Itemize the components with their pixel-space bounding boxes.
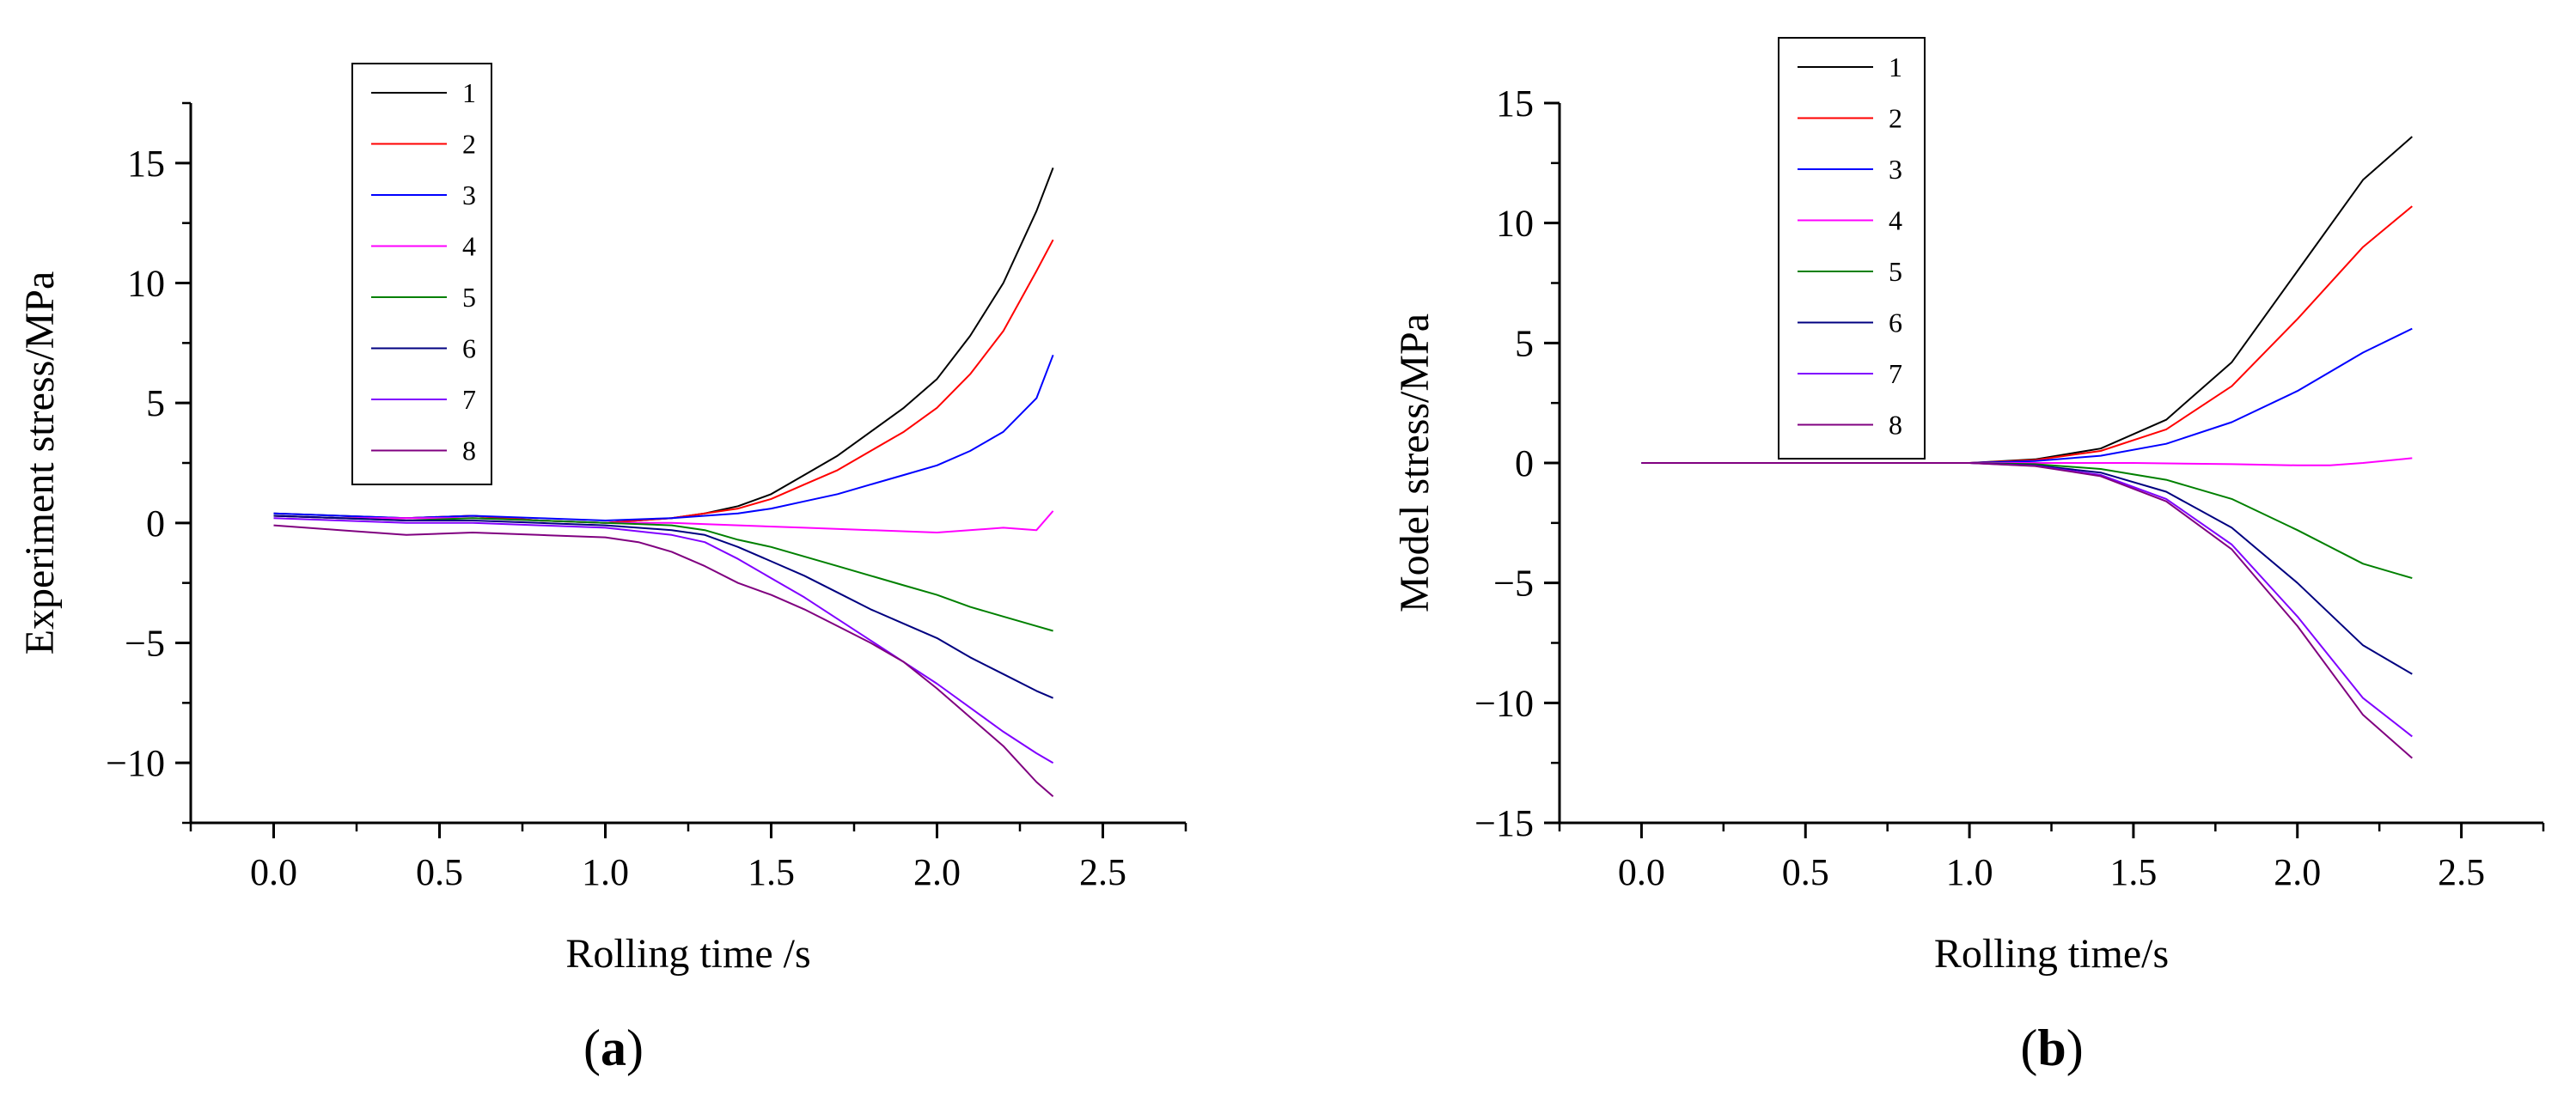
series-line-5 (273, 514, 1053, 632)
x-axis-label: Rolling time/s (1934, 931, 2169, 977)
x-tick-label: 2.0 (913, 851, 961, 893)
series-line-6 (273, 514, 1053, 699)
x-tick-label: 1.5 (2109, 851, 2157, 893)
series-line-7 (273, 517, 1054, 764)
series-line-8 (1641, 462, 2413, 759)
y-axis-label: Experiment stress/MPa (17, 271, 63, 655)
x-tick-label: 1.5 (748, 851, 795, 893)
x-tick-label: 2.5 (2438, 851, 2485, 893)
x-tick-label: 1.0 (1946, 851, 1993, 893)
y-tick-label: −15 (1474, 802, 1534, 844)
x-tick-label: 1.0 (582, 851, 629, 893)
panel-b-chart: 0.0 0.5 1.0 1.5 2.0 2.5−15−10−5051015Rolling … (1392, 37, 2545, 1076)
y-tick-label: 0 (1515, 442, 1534, 484)
panel-label-letter: b (2037, 1020, 2066, 1076)
y-tick-label: 0 (146, 502, 165, 545)
legend-box (351, 63, 492, 485)
y-tick-label: −5 (125, 623, 165, 665)
legend-label-2: 2 (1889, 103, 1902, 134)
x-tick-label: 2.5 (1079, 851, 1126, 893)
series-line-4 (273, 510, 1054, 533)
legend-label-6: 6 (462, 333, 476, 364)
y-tick-label: −10 (106, 742, 165, 784)
legend-label-7: 7 (1889, 358, 1902, 389)
legend-label-6: 6 (1889, 307, 1902, 338)
x-tick-label: 0.5 (416, 851, 463, 893)
panel-label-close-paren: ) (2066, 1020, 2084, 1076)
x-axis-label: Rolling time /s (565, 931, 810, 977)
legend-label-4: 4 (462, 231, 476, 262)
panel-label: (a) (583, 1020, 644, 1076)
legend-label-7: 7 (462, 384, 476, 415)
legend-label-3: 3 (462, 180, 476, 210)
series-line-3 (273, 354, 1054, 521)
legend-label-4: 4 (1889, 205, 1902, 236)
panel-label-open-paren: ( (583, 1020, 601, 1076)
y-tick-label: 15 (127, 143, 165, 185)
panel-label: (b) (2020, 1020, 2083, 1076)
y-tick-label: 5 (1515, 322, 1534, 364)
legend-label-8: 8 (462, 435, 476, 466)
y-tick-label: −5 (1493, 563, 1534, 605)
y-tick-label: 15 (1496, 82, 1534, 125)
panel-label-open-paren: ( (2020, 1020, 2037, 1076)
y-tick-label: 10 (127, 263, 165, 305)
x-tick-label: 0.5 (1782, 851, 1829, 893)
legend-label-8: 8 (1889, 410, 1902, 441)
x-tick-label: 2.0 (2274, 851, 2321, 893)
x-tick-label: 0.0 (250, 851, 297, 893)
legend-label-3: 3 (1889, 154, 1902, 185)
legend-label-5: 5 (1889, 256, 1902, 287)
series-line-8 (273, 524, 1054, 798)
legend-box (1778, 37, 1926, 460)
panel-label-close-paren: ) (626, 1020, 644, 1076)
y-tick-label: −10 (1474, 682, 1534, 724)
y-tick-label: 5 (146, 382, 165, 424)
legend-label-1: 1 (1889, 52, 1902, 82)
legend-label-1: 1 (462, 77, 476, 108)
y-axis-label: Model stress/MPa (1392, 314, 1438, 612)
legend-label-2: 2 (462, 129, 476, 160)
panel-label-letter: a (601, 1020, 626, 1076)
x-tick-label: 0.0 (1618, 851, 1665, 893)
legend-label-5: 5 (462, 282, 476, 313)
y-tick-label: 10 (1496, 203, 1534, 245)
